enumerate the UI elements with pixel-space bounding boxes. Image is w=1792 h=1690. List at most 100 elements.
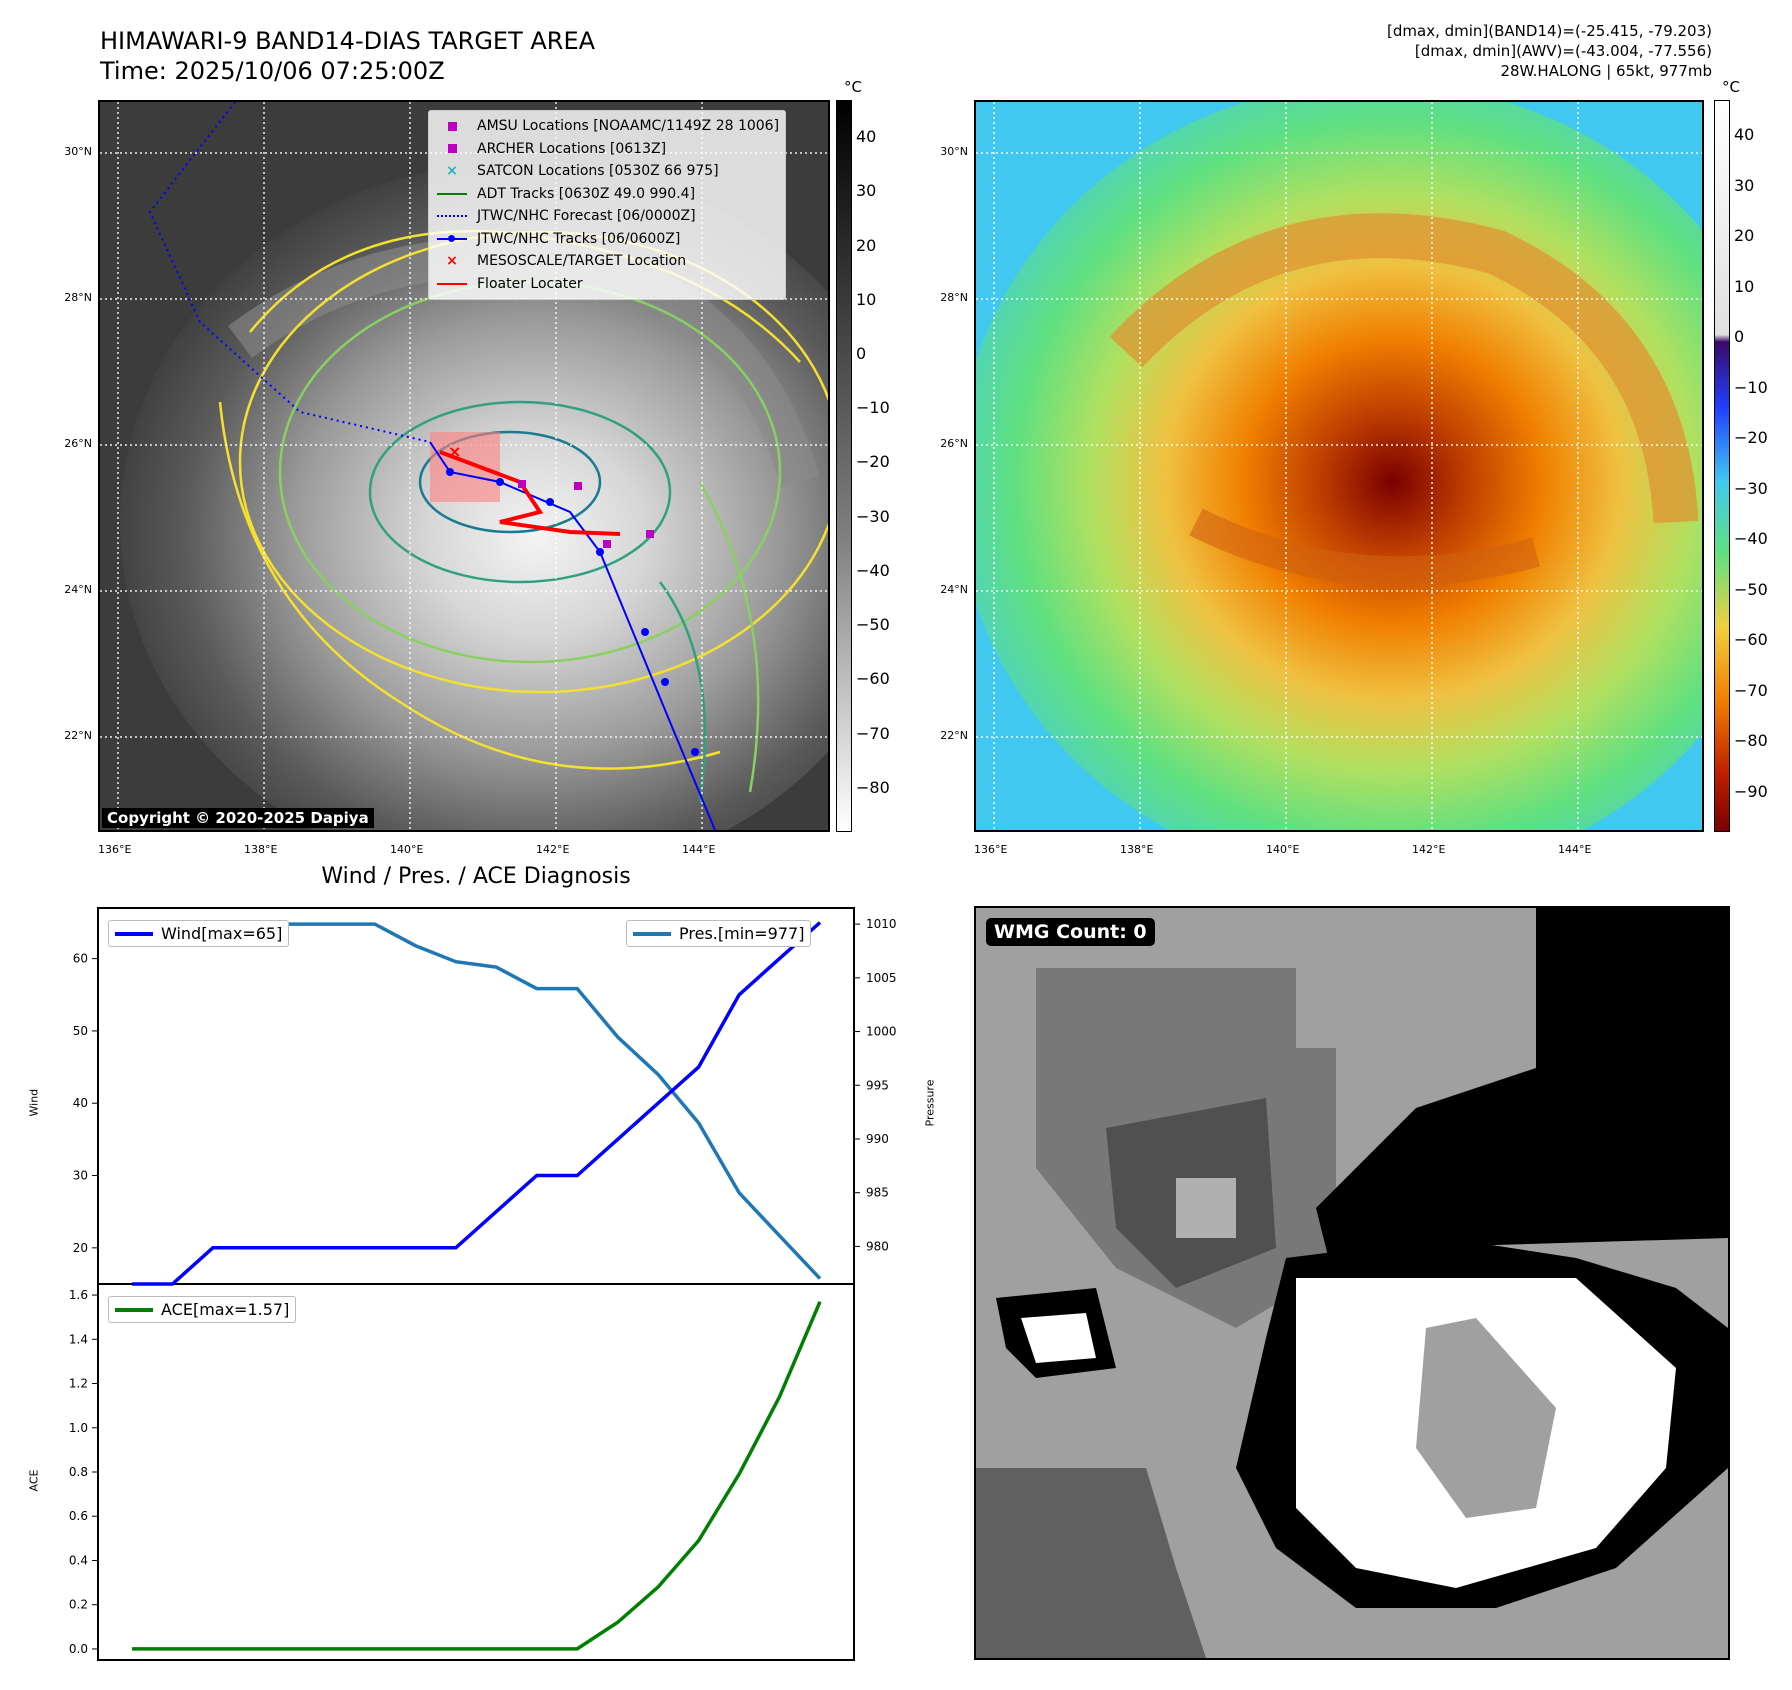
lat-tick-26-right: 26°N: [940, 437, 968, 450]
left-colorbar-tick: −30: [856, 506, 890, 526]
ace-tick-label: 0.6: [69, 1509, 88, 1523]
wind-tick-label: 30: [73, 1169, 88, 1183]
left-colorbar-tick: −80: [856, 777, 890, 797]
right-colorbar-tick: 0: [1734, 327, 1745, 347]
ace-plot-frame: [97, 1283, 855, 1661]
right-colorbar-tick: 20: [1734, 226, 1755, 246]
left-colorbar: [836, 100, 852, 832]
legend-label: ARCHER Locations [0613Z]: [477, 140, 667, 157]
lat-tick-28: 28°N: [64, 291, 92, 304]
wind-tick-label: 50: [73, 1024, 88, 1038]
left-colorbar-tick: −40: [856, 560, 890, 580]
ace-legend-line-icon: [115, 1307, 153, 1312]
pressure-tick-label: 980: [866, 1239, 889, 1253]
lon-tick-142-right: 142°E: [1412, 843, 1446, 856]
magenta-square-icon: [435, 121, 469, 131]
ace-tick-label: 0.2: [69, 1598, 88, 1612]
ace-tick-label: 1.0: [69, 1421, 88, 1435]
right-colorbar-unit: °C: [1722, 78, 1740, 96]
legend-label: MESOSCALE/TARGET Location: [477, 253, 687, 270]
wind-tick-group: 60 50 40 30 20: [73, 952, 98, 1255]
lon-tick-138: 138°E: [244, 843, 278, 856]
lon-tick-136-right: 136°E: [974, 843, 1008, 856]
legend-forecast: JTWC/NHC Forecast [06/0000Z]: [435, 205, 779, 228]
left-colorbar-tick: 0: [856, 344, 867, 363]
right-colorbar-tick: 30: [1734, 175, 1755, 195]
lat-tick-24: 24°N: [64, 583, 92, 596]
wmg-panel: WMG Count: 0: [974, 906, 1730, 1660]
left-ir-map: × AMSU Locations [NOAAMC/1149Z 28 1006] …: [98, 100, 830, 832]
chart-timestamp: Time: 2025/10/06 07:25:00Z: [100, 57, 445, 85]
left-colorbar-tick: −10: [856, 398, 890, 418]
green-line-icon: [435, 192, 469, 195]
red-line-icon: [435, 282, 469, 285]
legend-label: ADT Tracks [0630Z 49.0 990.4]: [477, 185, 696, 202]
pressure-tick-group: 1010 1005 1000 995 990 985 980: [854, 917, 897, 1253]
ace-tick-group: 1.6 1.4 1.2 1.0 0.8 0.6 0.4 0.2 0.0: [69, 1288, 98, 1656]
ace-tick-label: 1.2: [69, 1377, 88, 1391]
lat-tick-22: 22°N: [64, 729, 92, 742]
pressure-tick-label: 1000: [866, 1025, 897, 1039]
legend-satcon: × SATCON Locations [0530Z 66 975]: [435, 160, 779, 183]
lat-tick-24-right: 24°N: [940, 583, 968, 596]
lon-tick-140-right: 140°E: [1266, 843, 1300, 856]
wmg-count-badge: WMG Count: 0: [986, 918, 1155, 946]
legend-label: AMSU Locations [NOAAMC/1149Z 28 1006]: [477, 118, 780, 135]
lat-tick-30-right: 30°N: [940, 145, 968, 158]
legend-label: SATCON Locations [0530Z 66 975]: [477, 163, 719, 180]
ace-tick-label: 0.8: [69, 1465, 88, 1479]
pressure-axis-label: Pressure: [923, 1079, 937, 1127]
awv-image: [976, 102, 1702, 830]
legend-floater: Floater Locater: [435, 273, 779, 296]
ace-axis-label: ACE: [27, 1469, 41, 1492]
legend-label: JTWC/NHC Tracks [06/0600Z]: [477, 230, 681, 247]
info-band14-range: [dmax, dmin](BAND14)=(-25.415, -79.203): [1387, 22, 1712, 40]
lat-tick-26: 26°N: [64, 437, 92, 450]
lon-tick-136: 136°E: [98, 843, 132, 856]
legend-tracks: JTWC/NHC Tracks [06/0600Z]: [435, 228, 779, 251]
right-colorbar-tick: −50: [1734, 579, 1768, 599]
left-colorbar-tick: 30: [856, 181, 877, 201]
right-awv-map: [974, 100, 1704, 832]
legend-archer: ARCHER Locations [0613Z]: [435, 138, 779, 161]
ace-tick-label: 0.0: [69, 1642, 88, 1656]
wind-pressure-plot-frame: [97, 907, 855, 1285]
left-colorbar-tick: 20: [856, 235, 877, 255]
right-colorbar-tick: −60: [1734, 630, 1768, 650]
pressure-tick-label: 1010: [866, 917, 897, 931]
left-colorbar-unit: °C: [844, 78, 862, 96]
left-colorbar-tick: 10: [856, 289, 877, 309]
legend-adt: ADT Tracks [0630Z 49.0 990.4]: [435, 183, 779, 206]
ace-series-line: [132, 1301, 822, 1651]
wind-tick-label: 20: [73, 1241, 88, 1255]
lat-tick-30: 30°N: [64, 145, 92, 158]
lon-tick-144: 144°E: [682, 843, 716, 856]
right-colorbar-tick: 40: [1734, 125, 1755, 145]
lat-tick-28-right: 28°N: [940, 291, 968, 304]
info-awv-range: [dmax, dmin](AWV)=(-43.004, -77.556): [1414, 42, 1712, 60]
ace-legend-label: ACE[max=1.57]: [161, 1300, 290, 1319]
cyan-x-icon: ×: [446, 163, 458, 180]
wind-tick-label: 40: [73, 1096, 88, 1110]
right-colorbar-tick: −30: [1734, 478, 1768, 498]
info-storm: 28W.HALONG | 65kt, 977mb: [1500, 62, 1712, 80]
left-colorbar-tick: −70: [856, 723, 890, 743]
right-colorbar: [1714, 100, 1730, 832]
pressure-tick-label: 990: [866, 1132, 889, 1146]
lon-tick-142: 142°E: [536, 843, 570, 856]
right-colorbar-tick: −20: [1734, 428, 1768, 448]
wind-tick-label: 60: [73, 952, 88, 966]
blue-dotted-line-icon: [435, 215, 469, 218]
pressure-tick-label: 995: [866, 1078, 889, 1092]
red-x-icon: ×: [446, 253, 458, 270]
right-colorbar-tick: 10: [1734, 276, 1755, 296]
svg-text:×: ×: [448, 442, 461, 461]
blue-line-dot-icon: [435, 235, 469, 243]
pressure-tick-label: 985: [866, 1186, 889, 1200]
left-colorbar-tick: −50: [856, 615, 890, 635]
diagnosis-title: Wind / Pres. / ACE Diagnosis: [321, 864, 631, 889]
map-legend: AMSU Locations [NOAAMC/1149Z 28 1006] AR…: [428, 110, 787, 300]
wmg-image: [976, 908, 1728, 1658]
pressure-legend: Pres.[min=977]: [626, 920, 812, 947]
